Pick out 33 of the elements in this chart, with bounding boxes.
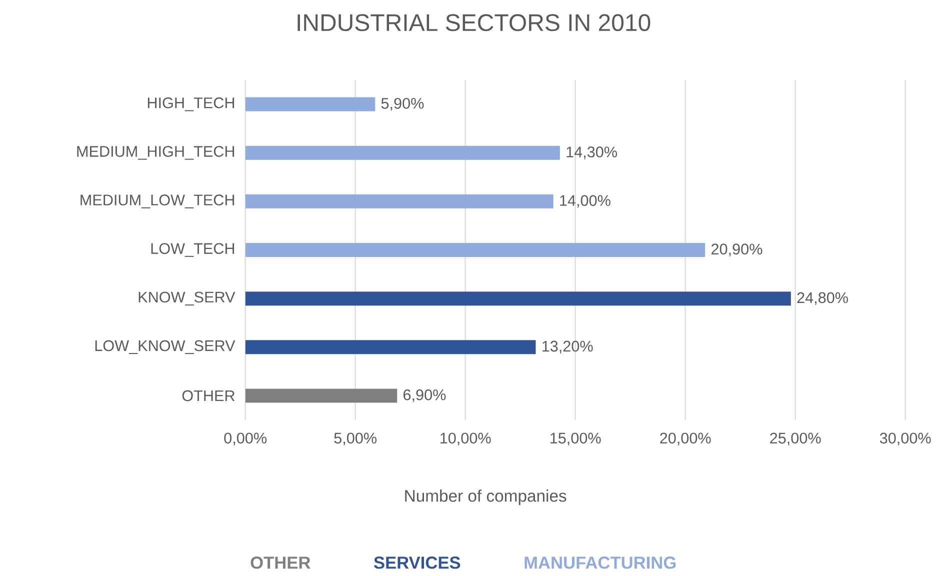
bar: [245, 146, 560, 160]
chart-title: INDUSTRIAL SECTORS IN 2010: [298, 14, 650, 32]
y-tick-label: OTHER: [182, 390, 235, 402]
x-tick-label: 25,00%: [770, 432, 821, 446]
bar: [245, 243, 706, 258]
bar: [245, 97, 376, 112]
x-tick-label: 0,00%: [224, 432, 267, 446]
x-axis-title: Number of companies: [405, 490, 566, 506]
x-tick-label: 10,00%: [440, 432, 491, 446]
y-tick-label: MEDIUM_HIGH_TECH: [77, 146, 234, 160]
y-tick-label: HIGH_TECH: [148, 97, 234, 112]
text: SERVICES: [374, 556, 460, 569]
x-tick-label: 5,00%: [334, 432, 377, 446]
data-label: 5,90%: [381, 98, 424, 111]
bar: [245, 292, 791, 306]
data-label: 20,90%: [712, 244, 762, 256]
data-label: 13,20%: [542, 340, 593, 354]
bar: [245, 388, 398, 403]
y-tick-label: MEDIUM_LOW_TECH: [80, 194, 234, 208]
data-label: 24,80%: [797, 292, 848, 305]
text: OTHER: [250, 556, 310, 569]
x-tick-label: 15,00%: [550, 432, 601, 446]
bar: [245, 340, 536, 354]
x-tick-label: 20,00%: [660, 432, 711, 446]
y-tick-label: KNOW_SERV: [138, 292, 236, 306]
data-label: 14,00%: [560, 195, 610, 208]
x-tick-label: 30,00%: [880, 432, 931, 446]
y-tick-label: LOW_TECH: [151, 243, 234, 257]
data-label: 14,30%: [566, 146, 617, 160]
text: MANUFACTURING: [524, 556, 676, 569]
y-tick-label: LOW_KNOW_SERV: [95, 340, 236, 354]
data-label: 6,90%: [404, 389, 446, 402]
bar: [245, 194, 554, 208]
